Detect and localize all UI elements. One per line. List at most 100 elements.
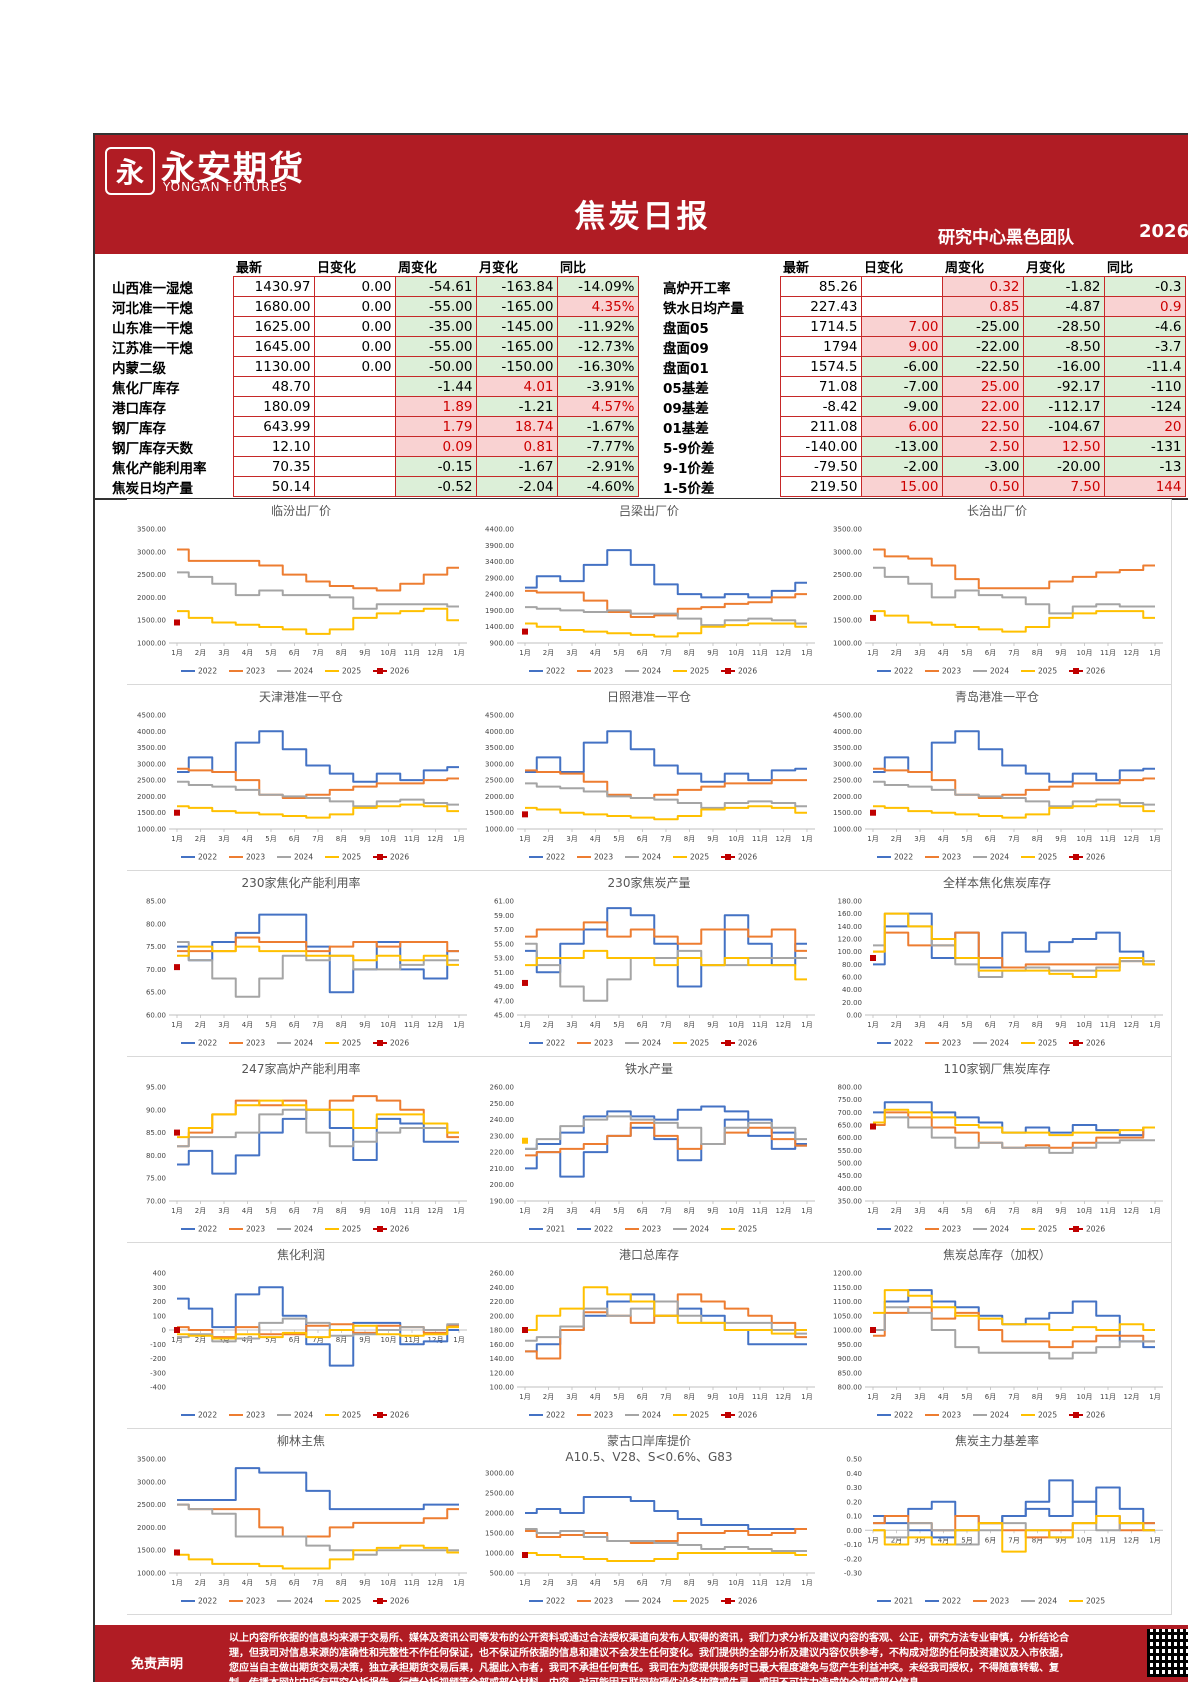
x-tick-label: 6月 <box>289 835 300 843</box>
x-tick-label: 6月 <box>985 835 996 843</box>
x-tick-label: 3月 <box>218 1579 229 1587</box>
legend-label: 2026 <box>738 667 757 676</box>
row-label: 高炉开工率 <box>663 280 731 297</box>
cell-week: -55.00 <box>394 336 477 357</box>
y-tick-label: 85.00 <box>146 898 166 906</box>
qr-code-icon[interactable] <box>1147 1629 1188 1677</box>
legend-label: 2023 <box>246 1039 265 1048</box>
x-tick-label: 5月 <box>961 1536 972 1544</box>
x-tick-label: 7月 <box>660 1207 671 1215</box>
right-indicator-table: 最新 日变化 周变化 月变化 同比 高炉开工率 85.26 0.32 -1.82 -0.3 铁水日… <box>661 257 1186 497</box>
series-line-2023 <box>873 548 1155 590</box>
x-tick-label: 3月 <box>566 1021 577 1029</box>
column-header: 周变化 <box>945 261 985 276</box>
y-tick-label: 1900.00 <box>485 607 514 615</box>
cell-yoy: -11.4 <box>1103 356 1186 377</box>
x-tick-label: 3月 <box>566 835 577 843</box>
cell-month: -1.82 <box>1022 276 1105 297</box>
series-line-2024 <box>177 1317 459 1343</box>
x-tick-label: 6月 <box>985 1021 996 1029</box>
cell-latest: 227.43 <box>779 296 862 317</box>
cell-yoy: 4.35% <box>556 296 639 317</box>
legend-label: 2026 <box>1086 853 1105 862</box>
legend-label: 2022 <box>546 1039 565 1048</box>
legend-label: 2024 <box>294 853 313 862</box>
x-tick-label: 5月 <box>613 835 624 843</box>
x-tick-label: 7月 <box>660 1393 671 1401</box>
row-label: 铁水日均产量 <box>663 300 744 317</box>
y-tick-label: 0.00 <box>846 1527 862 1535</box>
x-tick-label: 7月 <box>1008 649 1019 657</box>
legend-label: 2023 <box>246 1411 265 1420</box>
legend-label: 2022 <box>546 667 565 676</box>
cell-latest: 1645.00 <box>232 336 315 357</box>
y-tick-label: -0.20 <box>844 1555 862 1563</box>
table-row: 山西准一湿熄 1430.97 0.00 -54.61 -163.84 -14.09% <box>112 276 639 297</box>
y-tick-label: 3900.00 <box>485 542 514 550</box>
x-tick-label: 5月 <box>265 1336 276 1344</box>
series-line-2025 <box>525 949 807 981</box>
cell-week: 25.00 <box>941 376 1024 397</box>
y-tick-label: 3400.00 <box>485 558 514 566</box>
page-title: 焦炭日报 <box>574 199 711 235</box>
y-tick-label: 20.00 <box>842 999 862 1007</box>
series-line-2025 <box>873 912 1155 978</box>
row-label: 1-5价差 <box>663 480 715 497</box>
x-tick-label: 1月 <box>519 1393 530 1401</box>
x-tick-label: 3月 <box>218 1336 229 1344</box>
row-label: 山东准一干熄 <box>112 320 193 337</box>
series-line-2023 <box>177 936 459 953</box>
y-tick-label: 160.00 <box>838 910 863 918</box>
table-row: 高炉开工率 85.26 0.32 -1.82 -0.3 <box>661 276 1186 297</box>
y-tick-label: 80.00 <box>146 920 166 928</box>
legend-label: 2023 <box>594 853 613 862</box>
legend-label: 2023 <box>594 1597 613 1606</box>
legend-label: 2022 <box>198 667 217 676</box>
x-tick-label: 4月 <box>590 835 601 843</box>
x-tick-label: 6月 <box>289 649 300 657</box>
x-tick-label: 6月 <box>637 1207 648 1215</box>
y-tick-label: 140.00 <box>490 1355 515 1363</box>
x-tick-label: 6月 <box>985 649 996 657</box>
y-tick-label: 950.00 <box>838 1341 863 1349</box>
x-tick-label: 12月 <box>1124 1207 1140 1215</box>
y-tick-label: 600.00 <box>838 1134 863 1142</box>
report: 永 永安期货 YONGAN FUTURES 焦炭日报 研究中心黑色团队 2026… <box>93 133 1188 1682</box>
cell-week: 2.50 <box>941 436 1024 457</box>
x-tick-label: 9月 <box>359 1579 370 1587</box>
legend-marker <box>1073 668 1079 674</box>
legend-marker <box>725 854 731 860</box>
y-tick-label: 51.00 <box>494 969 514 977</box>
legend-label: 2023 <box>642 1225 661 1234</box>
chart-title: 焦化利润 <box>277 1248 325 1262</box>
chart-panel: 焦炭总库存（加权） 1200.00 1150.00 1100.00 1050.00 100… <box>823 1243 1172 1429</box>
x-tick-label: 10月 <box>729 649 745 657</box>
x-tick-label: 9月 <box>1055 649 1066 657</box>
legend-label: 2022 <box>894 853 913 862</box>
x-tick-label: 8月 <box>1032 1393 1043 1401</box>
legend-label: 2025 <box>1038 1225 1057 1234</box>
y-tick-label: 1000.00 <box>137 640 166 648</box>
series-line-2022 <box>525 1105 807 1150</box>
series-line-2024 <box>873 780 1155 808</box>
series-line-2024 <box>873 566 1155 615</box>
x-tick-label: 8月 <box>1032 1536 1043 1544</box>
legend-label: 2025 <box>690 853 709 862</box>
y-tick-label: 400.00 <box>838 1185 863 1193</box>
x-tick-label: 11月 <box>1100 649 1116 657</box>
x-tick-label: 2月 <box>195 835 206 843</box>
line-chart: 长治出厂价 3500.00 3000.00 2500.00 2000.00 1500.00… <box>833 504 1163 676</box>
cell-month: 4.01 <box>475 376 558 397</box>
cell-week: -22.00 <box>941 336 1024 357</box>
series-line-2024 <box>525 782 807 809</box>
y-tick-label: -300 <box>150 1369 166 1377</box>
x-tick-label: 11月 <box>404 835 420 843</box>
cell-day: 0.00 <box>313 336 396 357</box>
x-tick-label: 10月 <box>1077 649 1093 657</box>
table-row: 1-5价差 219.50 15.00 0.50 7.50 144 <box>661 476 1186 497</box>
chart-panel: 230家焦化产能利用率 85.00 80.00 75.00 70.00 65.00 60.0… <box>127 871 476 1057</box>
x-tick-label: 1月 <box>453 835 464 843</box>
x-tick-label: 3月 <box>566 1579 577 1587</box>
legend-marker <box>1073 1040 1079 1046</box>
legend-label: 2022 <box>198 1039 217 1048</box>
